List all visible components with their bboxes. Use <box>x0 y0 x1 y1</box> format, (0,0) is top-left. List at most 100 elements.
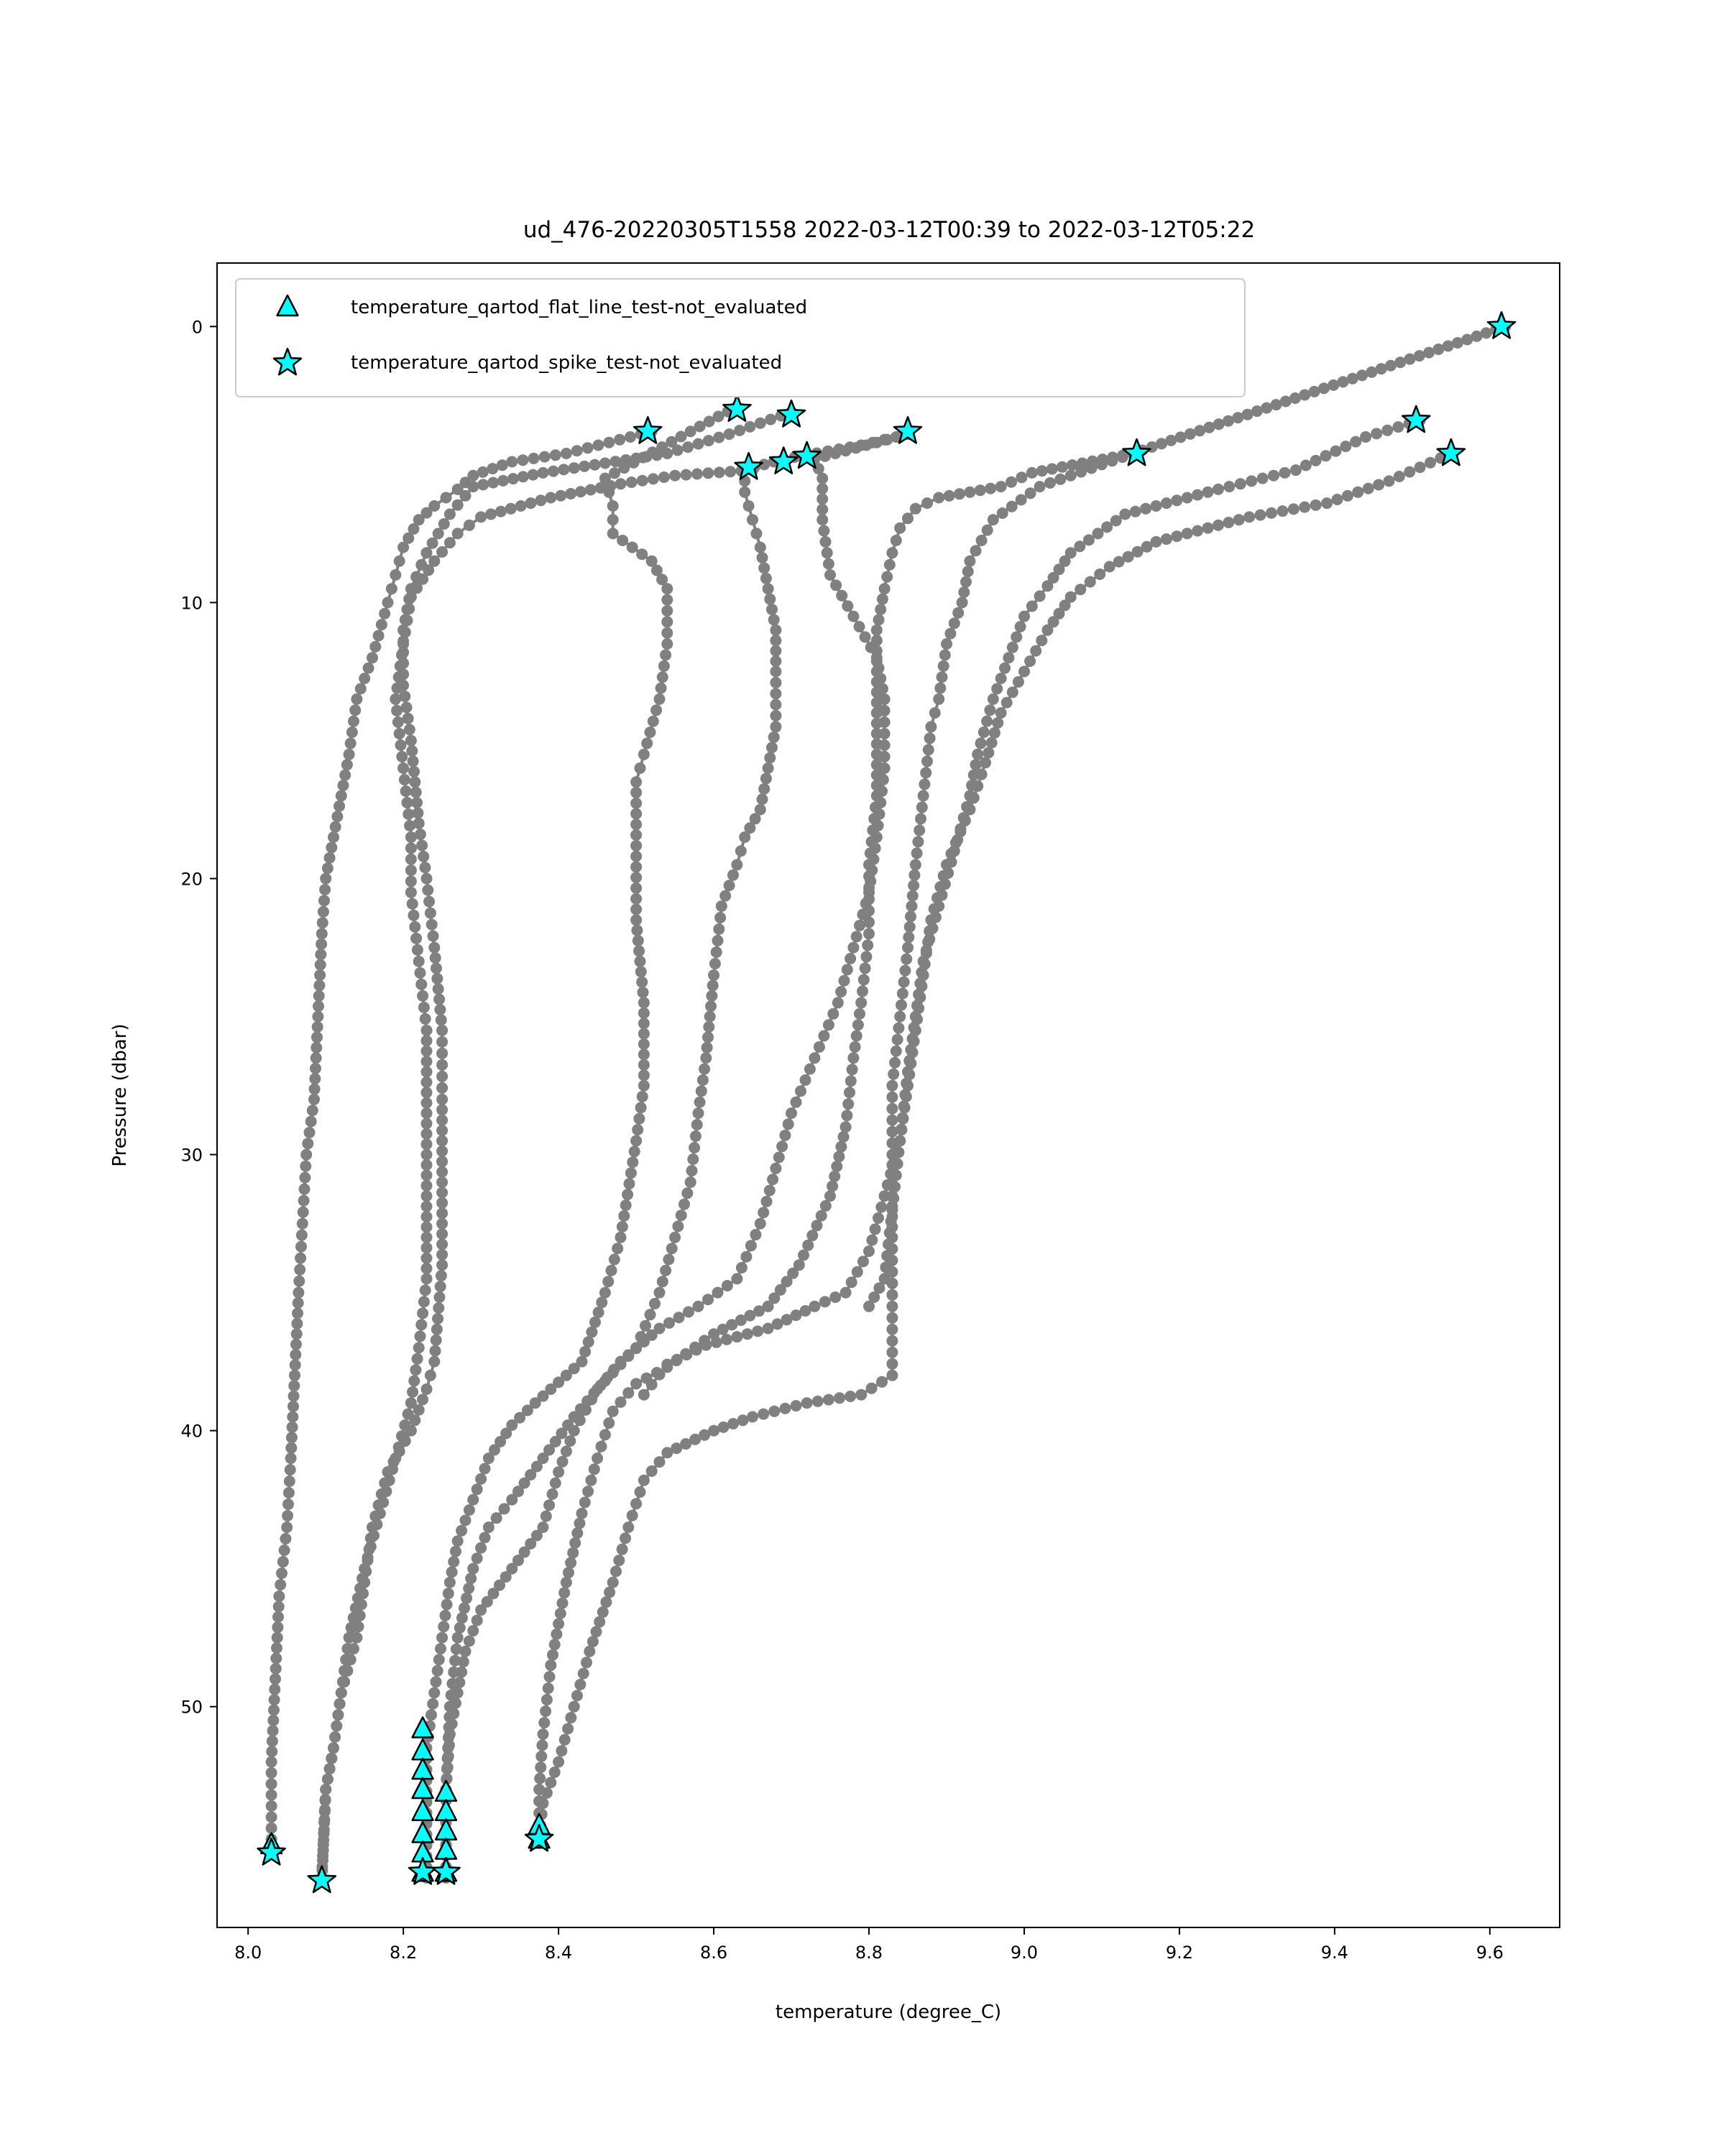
data-point <box>535 494 547 507</box>
data-point <box>463 1583 475 1595</box>
data-point <box>694 1096 706 1108</box>
data-point <box>661 1358 673 1370</box>
data-point <box>586 1636 599 1648</box>
data-point <box>582 1485 594 1498</box>
data-point <box>653 1456 666 1468</box>
data-point <box>1011 631 1023 643</box>
data-point <box>702 467 714 479</box>
data-point <box>885 1168 897 1180</box>
data-point <box>768 731 780 743</box>
data-point <box>762 1322 774 1335</box>
data-point <box>740 1250 753 1263</box>
data-point <box>682 441 694 453</box>
data-point <box>292 1307 303 1319</box>
data-point <box>1110 515 1122 527</box>
data-point <box>440 492 452 504</box>
data-point <box>406 745 418 757</box>
data-point <box>975 535 988 546</box>
data-point <box>921 755 933 768</box>
data-point <box>908 880 920 892</box>
data-point <box>1330 445 1342 457</box>
data-point <box>405 831 417 843</box>
data-point <box>312 1010 324 1023</box>
data-point <box>393 727 405 740</box>
data-point <box>457 1656 469 1668</box>
data-point <box>630 819 643 831</box>
data-point <box>599 457 611 469</box>
data-point <box>695 1085 707 1097</box>
data-point <box>1053 607 1065 619</box>
data-point <box>857 985 868 998</box>
data-point <box>529 1397 541 1409</box>
data-point <box>1212 519 1224 531</box>
data-point <box>294 1263 306 1276</box>
data-point <box>822 1393 834 1406</box>
data-point <box>420 1200 433 1212</box>
data-point <box>661 448 673 459</box>
x-tick-label: 8.6 <box>700 1943 727 1963</box>
data-point <box>760 773 772 785</box>
data-point <box>420 1024 433 1036</box>
data-point <box>758 1408 770 1420</box>
data-point <box>406 898 418 910</box>
data-point <box>456 1612 468 1624</box>
data-point <box>596 1296 608 1309</box>
data-point <box>939 649 951 661</box>
data-point <box>558 464 570 476</box>
data-point <box>1034 481 1046 493</box>
data-point <box>625 431 636 443</box>
data-point <box>739 486 751 498</box>
data-point <box>1362 482 1374 494</box>
data-point <box>525 1469 537 1481</box>
data-point <box>410 786 422 798</box>
data-point <box>630 1498 643 1510</box>
data-point <box>404 819 416 831</box>
data-point <box>702 1031 714 1044</box>
data-point <box>433 1654 445 1666</box>
data-point <box>915 813 926 825</box>
data-point <box>436 1125 448 1136</box>
data-point <box>638 1028 650 1040</box>
data-point <box>833 1151 845 1163</box>
data-point <box>934 682 947 694</box>
data-point <box>436 1047 448 1059</box>
data-point <box>1116 451 1128 464</box>
data-point <box>822 558 834 570</box>
data-point <box>399 626 411 638</box>
data-point <box>391 682 403 694</box>
data-point <box>540 1694 553 1706</box>
data-point <box>1129 505 1141 517</box>
data-point <box>615 1355 627 1368</box>
data-point <box>377 1496 390 1508</box>
data-point <box>420 1211 433 1222</box>
data-point <box>706 990 718 1002</box>
data-point <box>414 829 426 840</box>
data-point <box>744 420 756 433</box>
data-point <box>988 727 1000 739</box>
data-point <box>782 1118 794 1130</box>
data-point <box>441 1763 453 1775</box>
data-point <box>1036 465 1048 477</box>
data-point <box>424 907 436 919</box>
data-point <box>1461 333 1473 346</box>
data-point <box>451 483 464 495</box>
data-point <box>636 474 648 487</box>
data-point <box>537 1521 549 1534</box>
data-point <box>380 1485 392 1498</box>
data-point <box>912 836 924 848</box>
data-point <box>762 583 774 595</box>
data-point <box>1006 641 1018 653</box>
data-point <box>439 1610 451 1621</box>
data-point <box>433 993 446 1005</box>
data-point <box>666 1243 678 1255</box>
data-point <box>383 1474 395 1486</box>
data-point <box>870 738 883 750</box>
data-point <box>638 1474 650 1486</box>
data-point <box>420 1148 433 1161</box>
data-point <box>506 1493 518 1506</box>
data-point <box>1337 376 1349 388</box>
data-point <box>436 1217 448 1230</box>
data-point <box>630 850 643 862</box>
data-point <box>920 947 932 959</box>
data-point <box>323 852 336 864</box>
